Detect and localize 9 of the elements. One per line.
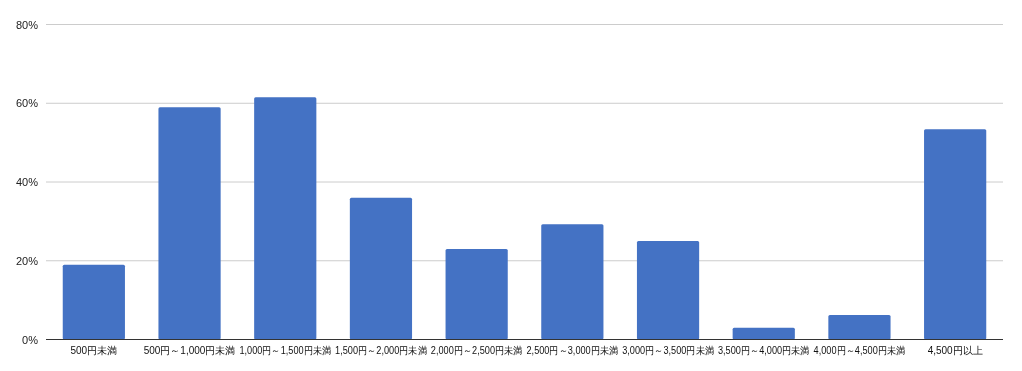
x-tick-label: 4,500円以上: [927, 344, 983, 356]
y-tick-label: 60%: [15, 97, 39, 110]
x-tick-label: 500円～1,000円未満: [143, 344, 236, 356]
y-tick-label: 0%: [22, 333, 39, 346]
x-tick-label: 500円未満: [70, 344, 118, 356]
x-tick-label: 4,000円～4,500円未満: [813, 344, 914, 356]
y-tick-label: 40%: [15, 176, 39, 188]
y-tick-label: 80%: [15, 18, 39, 31]
y-tick-label: 20%: [15, 254, 39, 267]
